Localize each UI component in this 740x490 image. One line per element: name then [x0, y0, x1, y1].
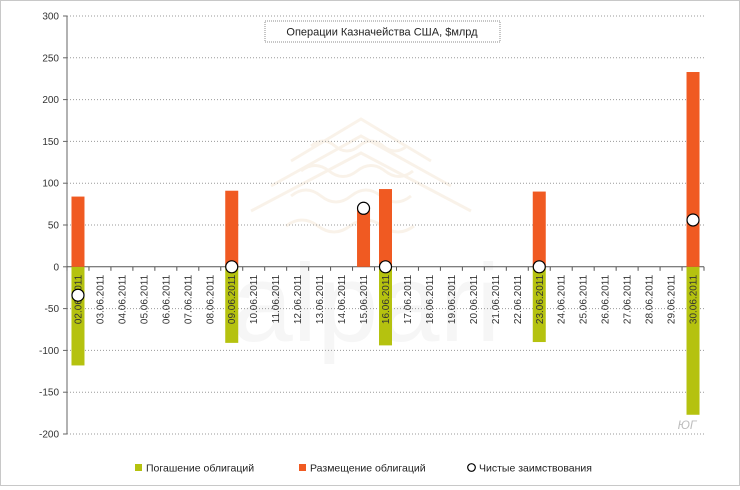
net-borrowing-point [532, 260, 546, 274]
y-tick-label: 200 [42, 95, 59, 106]
y-tick-label: -200 [39, 430, 59, 441]
bar [686, 266, 700, 415]
y-tick-label: -50 [45, 304, 60, 315]
net-borrowing-point [225, 260, 239, 274]
x-tick-label: 20.06.2011 [469, 274, 480, 324]
legend: Погашение облигаций Размещение облигаций Ч… [135, 463, 592, 475]
watermark-corner: ЮГ [678, 418, 698, 432]
x-tick-labels: 02.06.201103.06.201104.06.201105.06.2011… [73, 274, 699, 324]
x-tick-label: 22.06.2011 [513, 274, 524, 324]
net-borrowing-point [356, 201, 371, 215]
x-tick-label: 21.06.2011 [491, 274, 502, 324]
x-tick-label: 10.06.2011 [249, 274, 260, 324]
x-tick-label: 05.06.2011 [139, 274, 150, 324]
x-tick-label: 14.06.2011 [337, 274, 348, 324]
net-borrowing-point [378, 260, 393, 274]
y-axis: 300 250 200 150 100 50 0 -50 -100 -150 -200 [39, 12, 68, 441]
x-tick-label: 15.06.2011 [359, 274, 370, 324]
x-tick-label: 29.06.2011 [667, 274, 678, 324]
y-tick-label: 100 [42, 179, 59, 190]
x-tick-label: 30.06.2011 [689, 274, 700, 324]
x-tick-label: 08.06.2011 [205, 274, 216, 324]
x-tick-label: 06.06.2011 [161, 274, 172, 324]
legend-label: Погашение облигаций [146, 463, 254, 475]
bar [71, 196, 85, 267]
bar [225, 190, 239, 267]
chart-title: Операции Казначейства США, $млрд [286, 27, 478, 39]
x-tick-label: 03.06.2011 [95, 274, 106, 324]
legend-swatch [135, 464, 142, 471]
x-tick-label: 25.06.2011 [579, 274, 590, 324]
bar [532, 266, 546, 343]
y-tick-label: 150 [42, 137, 59, 148]
bar [357, 208, 371, 267]
net-borrowing-point [686, 213, 700, 227]
x-tick-label: 28.06.2011 [645, 274, 656, 324]
x-tick-label: 16.06.2011 [381, 274, 392, 324]
net-borrowing-point [71, 288, 85, 302]
x-tick-label: 24.06.2011 [557, 274, 568, 324]
y-tick-label: 50 [48, 221, 60, 232]
x-tick-label: 04.06.2011 [117, 274, 128, 324]
x-tick-label: 23.06.2011 [535, 274, 546, 324]
y-tick-label: 0 [53, 262, 59, 273]
x-tick-label: 07.06.2011 [183, 274, 194, 324]
bar [225, 266, 239, 343]
bar [686, 72, 700, 267]
bar [379, 189, 392, 267]
bar [532, 191, 546, 267]
x-tick-label: 26.06.2011 [601, 274, 612, 324]
x-tick-label: 13.06.2011 [315, 274, 326, 324]
bar [379, 266, 392, 346]
y-tick-label: 300 [42, 12, 59, 23]
x-tick-label: 27.06.2011 [623, 274, 634, 324]
net-borrowing-points [71, 201, 700, 302]
legend-swatch [299, 464, 306, 471]
x-tick-label: 09.06.2011 [227, 274, 238, 324]
y-tick-label: -100 [39, 346, 59, 357]
x-tick-label: 11.06.2011 [271, 274, 282, 323]
x-tick-label: 18.06.2011 [425, 274, 436, 324]
x-tick-label: 12.06.2011 [293, 274, 304, 324]
y-tick-label: -150 [39, 388, 59, 399]
legend-label: Чистые заимствования [479, 463, 592, 475]
legend-marker [467, 463, 476, 472]
y-tick-label: 250 [42, 53, 59, 64]
x-tick-label: 17.06.2011 [403, 274, 414, 324]
chart-title-box: Операции Казначейства США, $млрд [264, 20, 501, 43]
x-tick-label: 19.06.2011 [447, 274, 458, 324]
legend-label: Размещение облигаций [310, 463, 426, 475]
